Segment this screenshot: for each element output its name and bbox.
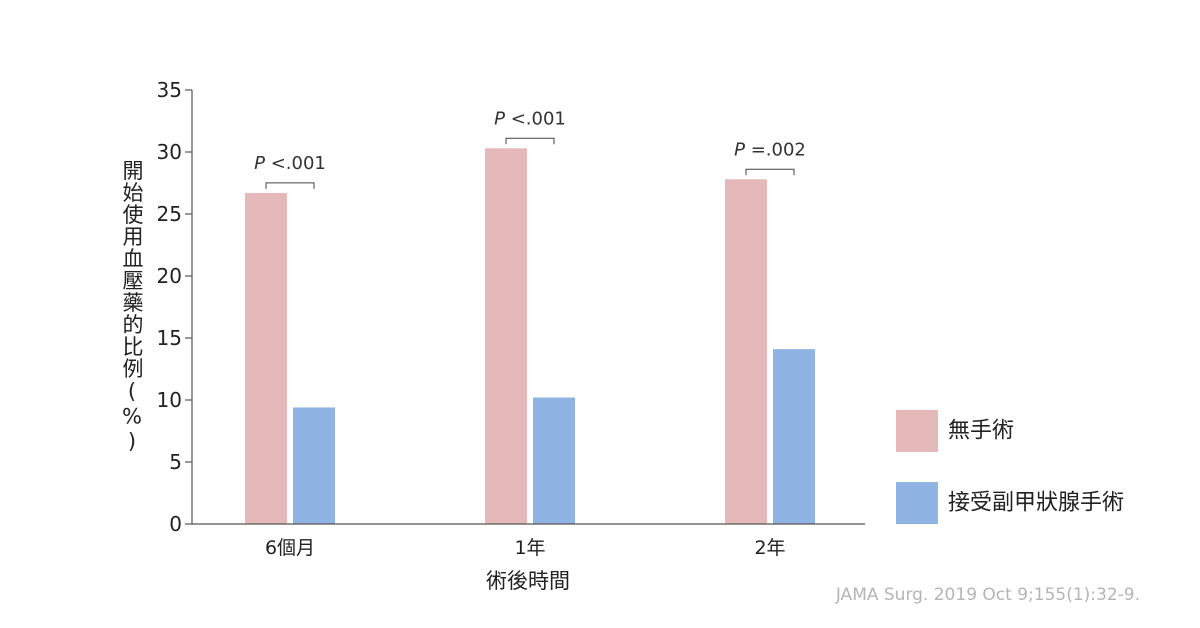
x-axis-title: 術後時間	[486, 569, 570, 593]
bars-group	[245, 148, 815, 525]
p-value-bracket	[745, 168, 795, 176]
bar	[245, 192, 287, 525]
y-tick-label: 35	[157, 78, 182, 102]
y-tick-label: 25	[157, 202, 182, 226]
p-value-symbol: P	[494, 108, 505, 129]
x-category-label: 1年	[514, 537, 545, 559]
y-tick-label: 30	[157, 140, 182, 164]
p-value-text: =.002	[745, 139, 806, 160]
source-citation: JAMA Surg. 2019 Oct 9;155(1):32-9.	[835, 585, 1140, 605]
legend-label: 接受副甲狀腺手術	[948, 491, 1124, 516]
axes	[191, 90, 865, 525]
p-value-label: P <.001	[254, 153, 326, 174]
p-value-label: P =.002	[734, 139, 806, 160]
x-category-label: 6個月	[265, 537, 315, 559]
bar	[485, 148, 527, 524]
legend-swatch	[896, 482, 938, 524]
x-category-label: 2年	[754, 537, 785, 559]
bar	[293, 407, 335, 524]
y-ticks: 0 5 10 15 20 25 30 35	[157, 78, 192, 536]
p-value-symbol: P	[254, 153, 265, 174]
p-value-bracket	[265, 182, 315, 189]
y-tick-label: 20	[157, 264, 182, 288]
y-tick-label: 5	[169, 450, 182, 474]
y-tick-label: 10	[157, 388, 182, 412]
y-tick-label: 0	[169, 512, 182, 536]
bar	[533, 397, 575, 524]
bar	[725, 179, 767, 524]
legend-swatch	[896, 410, 938, 452]
p-value-text: <.001	[265, 153, 326, 174]
legend-label: 無手術	[948, 419, 1014, 444]
p-value-label: P <.001	[494, 108, 566, 129]
y-tick-label: 15	[157, 326, 182, 350]
bar	[773, 349, 815, 524]
p-value-bracket	[505, 137, 555, 145]
x-category-labels: 6個月 1年 2年	[265, 537, 786, 559]
y-axis-title: 開始使用血壓藥的比例(%)	[120, 160, 144, 455]
p-value-symbol: P	[734, 139, 745, 160]
p-value-text: <.001	[505, 108, 566, 129]
